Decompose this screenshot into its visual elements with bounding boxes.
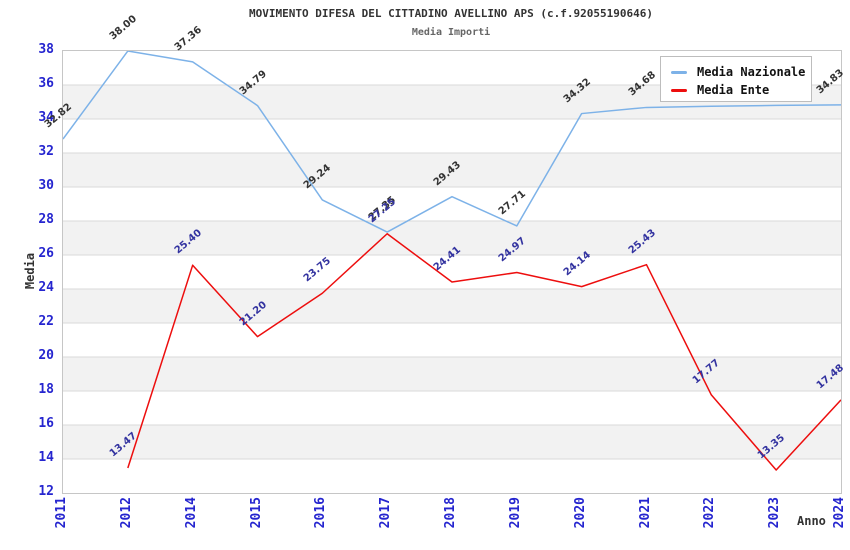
y-tick-label: 24: [38, 280, 54, 295]
y-tick-label: 12: [38, 484, 54, 499]
legend-marker-nazionale-icon: [671, 70, 687, 74]
x-tick-label: 2018: [443, 497, 458, 529]
x-tick-label: 2015: [248, 497, 264, 529]
y-tick-label: 18: [38, 382, 54, 397]
y-tick-label: 30: [38, 178, 54, 193]
legend-label-ente: Media Ente: [697, 83, 770, 97]
x-axis-title: Anno: [797, 514, 826, 528]
x-tick-label: 2024: [832, 497, 847, 529]
plot-band: [63, 153, 841, 187]
x-tick-label: 2016: [313, 497, 329, 529]
x-tick-label: 2019: [507, 497, 523, 529]
y-tick-label: 22: [38, 314, 54, 329]
y-tick-label: 26: [38, 246, 54, 261]
plot-area: [62, 50, 842, 494]
x-tick-label: 2021: [637, 497, 653, 529]
x-tick-label: 2020: [572, 497, 588, 529]
legend-label-nazionale: Media Nazionale: [697, 65, 806, 79]
x-tick-label: 2023: [767, 497, 783, 529]
x-tick-label: 2011: [54, 497, 69, 529]
series-line-nazionale: [63, 51, 841, 233]
legend-item-media-ente[interactable]: Media Ente: [671, 81, 811, 99]
y-tick-label: 28: [38, 212, 54, 227]
legend: Media Nazionale Media Ente: [660, 56, 812, 102]
x-tick-label: 2022: [702, 497, 718, 529]
plot-band: [63, 357, 841, 391]
y-tick-label: 32: [38, 144, 54, 159]
plot-band: [63, 425, 841, 459]
y-tick-label: 14: [38, 450, 54, 465]
y-tick-label: 38: [38, 42, 54, 57]
plot-band: [63, 289, 841, 323]
x-tick-label: 2014: [183, 497, 199, 529]
series-line-ente: [127, 233, 841, 471]
y-tick-label: 16: [38, 416, 54, 431]
chart-subtitle: Media Importi: [411, 27, 491, 38]
legend-marker-ente-icon: [671, 88, 687, 92]
x-tick-label: 2012: [118, 497, 134, 529]
y-tick-label: 36: [38, 76, 54, 91]
legend-item-media-nazionale[interactable]: Media Nazionale: [671, 63, 811, 81]
plot-band: [63, 221, 841, 255]
x-tick-label: 2017: [378, 497, 394, 529]
y-tick-label: 20: [38, 348, 54, 363]
chart-canvas: [63, 51, 841, 471]
y-tick-label: 34: [38, 110, 54, 125]
chart-title: MOVIMENTO DIFESA DEL CITTADINO AVELLINO …: [249, 7, 653, 20]
